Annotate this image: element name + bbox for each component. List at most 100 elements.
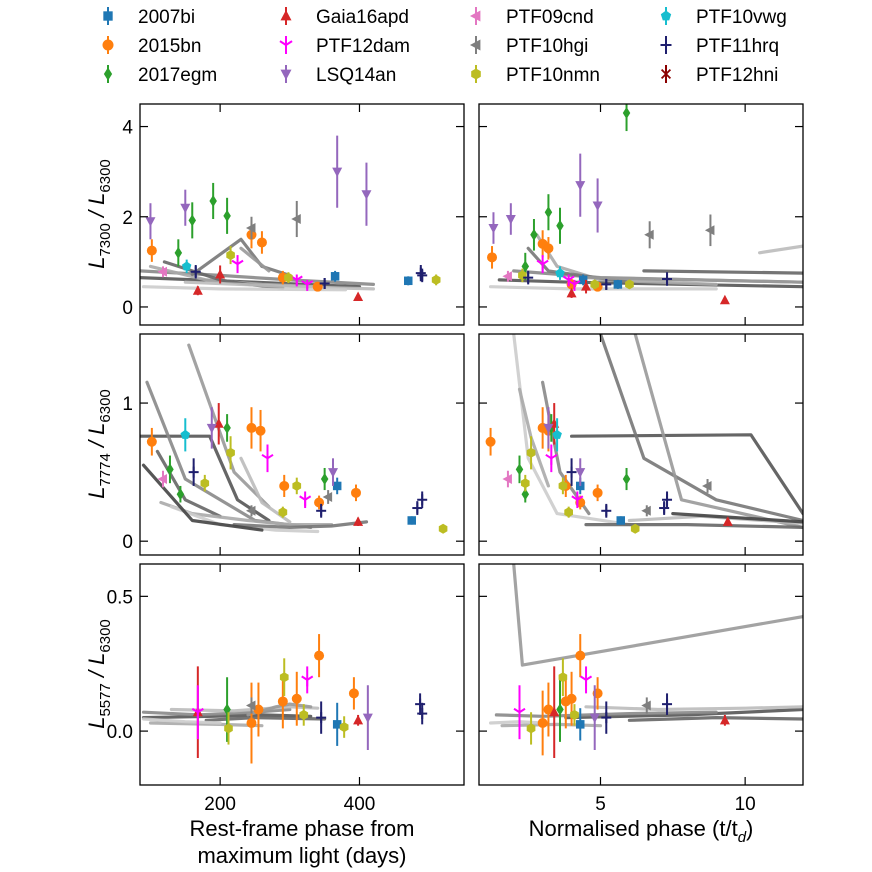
legend-marker-PTF10vwg	[660, 10, 672, 21]
data-point-PTF10hgi	[322, 490, 333, 504]
model-line	[512, 564, 803, 667]
data-point-2007bi	[576, 708, 585, 741]
marker	[571, 495, 584, 507]
data-point-2017egm	[209, 182, 217, 220]
model-line	[190, 237, 292, 277]
marker	[223, 421, 231, 434]
marker	[581, 281, 592, 291]
legend-entry-PTF10vwg: PTF10vwg	[660, 7, 787, 28]
marker	[579, 675, 593, 687]
plot-area	[489, 564, 803, 759]
marker	[431, 274, 441, 285]
data-point-PTF10hgi	[245, 505, 256, 517]
plot-area	[140, 135, 441, 302]
marker	[279, 480, 290, 491]
marker	[575, 650, 586, 661]
marker	[209, 194, 217, 207]
marker	[319, 278, 330, 290]
y-tick-label: 2	[122, 208, 133, 229]
data-point-2015bn	[537, 690, 548, 756]
legend-label-LSQ14an: LSQ14an	[316, 65, 396, 86]
data-point-PTF10nmn	[570, 704, 579, 726]
marker	[284, 272, 293, 283]
model-line	[141, 463, 264, 532]
marker	[630, 523, 640, 534]
marker	[157, 266, 167, 277]
data-point-PTF12dam	[536, 255, 549, 274]
data-point-2017egm	[530, 219, 538, 251]
y-tick-label: 0	[122, 298, 133, 319]
marker	[332, 167, 343, 178]
data-point-2015bn	[351, 484, 361, 502]
data-point-PTF10vwg	[181, 259, 192, 274]
model-line	[584, 276, 803, 284]
data-point-2017egm	[223, 197, 231, 234]
data-point-PTF10nmn	[292, 477, 302, 495]
marker	[351, 487, 361, 498]
data-point-PTF12dam	[231, 255, 244, 274]
data-point-Gaia16apd	[215, 265, 226, 284]
x-tick-label: 400	[344, 794, 376, 815]
data-point-2017egm	[320, 467, 329, 491]
marker	[417, 269, 428, 281]
marker	[704, 225, 715, 236]
marker	[556, 703, 564, 716]
marker	[180, 203, 191, 214]
data-point-PTF10hgi	[644, 221, 654, 249]
model-line	[671, 511, 803, 524]
marker	[601, 505, 612, 517]
y-axis-label-row-2: L5577 / L6300	[84, 619, 114, 729]
data-point-Gaia16apd	[549, 666, 560, 759]
marker	[246, 718, 257, 729]
marker	[641, 700, 651, 711]
marker	[415, 698, 426, 710]
marker	[353, 714, 364, 725]
x-axis-label-right: Normalised phase (t/td)	[529, 816, 754, 846]
model-line	[232, 520, 369, 530]
data-point-2017egm	[622, 104, 631, 132]
marker	[279, 672, 289, 683]
data-point-2015bn	[255, 409, 266, 452]
axes-frame	[139, 563, 465, 786]
data-point-PTF11hrq	[601, 503, 612, 518]
axes-frame	[478, 333, 804, 556]
data-point-2017egm	[556, 677, 564, 742]
marker	[722, 516, 733, 526]
data-point-LSQ14an	[145, 203, 156, 240]
legend-entry-PTF11hrq: PTF11hrq	[660, 36, 779, 57]
marker	[191, 707, 204, 719]
marker	[213, 418, 224, 428]
y-axis-label-row-1: L7774 / L6300	[84, 389, 114, 499]
data-point-PTF10hgi	[641, 697, 651, 714]
data-point-2015bn	[253, 682, 264, 737]
marker	[641, 505, 651, 516]
marker	[157, 474, 167, 485]
data-point-2017egm	[188, 202, 197, 239]
marker	[226, 447, 235, 458]
data-point-PTF11hrq	[415, 693, 426, 715]
marker	[543, 243, 554, 254]
data-point-2007bi	[332, 477, 342, 495]
x-tick-label: 10	[735, 794, 756, 815]
model-line	[627, 715, 803, 722]
model-line	[584, 705, 803, 712]
plot-area	[140, 343, 448, 534]
marker	[544, 206, 553, 219]
data-point-Gaia16apd	[719, 294, 730, 305]
legend-entry-PTF12dam: PTF12dam	[279, 36, 410, 57]
marker	[570, 709, 579, 720]
data-point-LSQ14an	[589, 685, 600, 750]
model-line	[500, 722, 603, 728]
data-point-PTF12dam	[579, 666, 593, 694]
data-point-PTF10vwg	[555, 266, 565, 280]
data-point-PTF10nmn	[625, 279, 634, 290]
x-tick-label: 200	[204, 794, 236, 815]
model-line	[569, 433, 803, 516]
marker	[320, 473, 329, 486]
data-point-2015bn	[314, 634, 325, 678]
y-tick-label: 0	[122, 532, 133, 553]
marker	[226, 250, 235, 261]
data-point-PTF10nmn	[200, 474, 210, 492]
legend-marker-2007bi	[103, 11, 113, 21]
